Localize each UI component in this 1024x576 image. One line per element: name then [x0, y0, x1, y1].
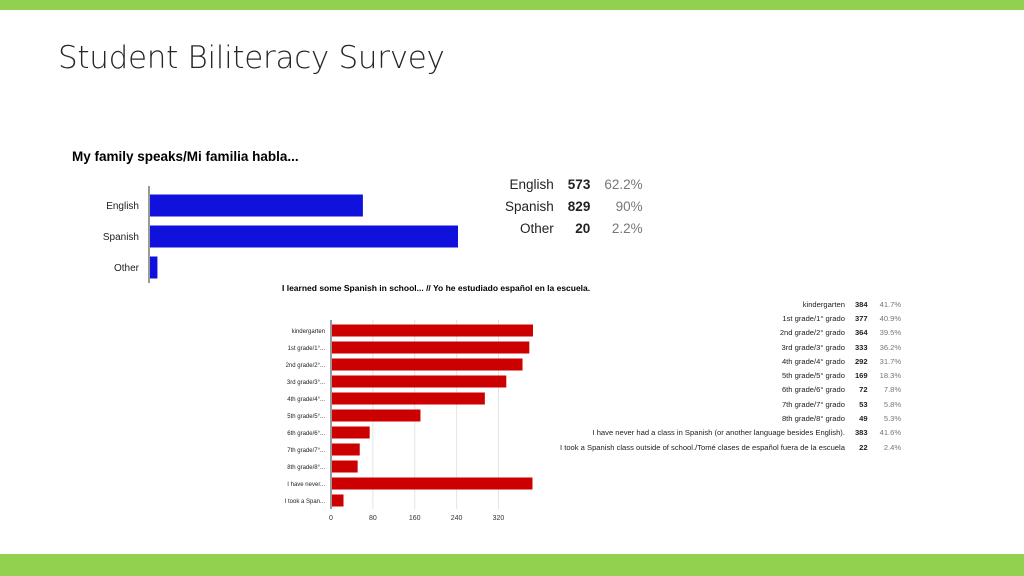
summary2-percent: 41.6% [879, 428, 902, 438]
chart1-category-label: Spanish [103, 232, 139, 243]
chart2-category-label: I have never... [287, 482, 325, 488]
summary1-count: 573 [567, 176, 591, 192]
chart2-bar [332, 426, 370, 439]
summary1-count: 20 [575, 220, 591, 236]
chart2-x-tick-label: 80 [369, 515, 377, 522]
summary2-percent: 2.4% [883, 442, 902, 452]
summary2-row: 4th grade/4° grado 292 31.7% [560, 354, 901, 368]
summary2-row: 7th grade/7° grado 53 5.8% [560, 397, 901, 411]
summary2-row: I took a Spanish class outside of school… [560, 440, 901, 454]
summary2-count: 22 [859, 442, 868, 452]
summary2-count: 333 [854, 342, 868, 352]
chart2-bar [332, 494, 344, 507]
summary1-percent: 90% [615, 198, 643, 214]
summary2-row: I have never had a class in Spanish (or … [560, 426, 901, 440]
chart2-x-tick-label: 320 [493, 515, 505, 522]
summary1-row: Spanish 829 90% [505, 195, 643, 217]
top-accent-band [0, 0, 1024, 10]
summary2-label: I have never had a class in Spanish (or … [592, 428, 845, 438]
chart2-category-label: I took a Span... [285, 499, 326, 505]
summary2-percent: 5.8% [883, 399, 902, 409]
chart2-category-label: 1st grade/1°... [288, 346, 326, 352]
summary2-row: 2nd grade/2° grado 364 39.5% [560, 326, 901, 340]
summary2-count: 364 [854, 328, 868, 338]
chart2-bar [332, 341, 530, 354]
chart2-category-label: 6th grade/6°... [287, 431, 325, 437]
summary2-count: 49 [859, 414, 868, 424]
summary2-row: 6th grade/6° grado 72 7.8% [560, 383, 901, 397]
slide-title: Student Biliteracy Survey [58, 40, 445, 76]
chart1-bar [150, 194, 363, 217]
chart2-bar [332, 392, 485, 405]
summary2-count: 72 [859, 385, 868, 395]
summary2-row: 8th grade/8° grado 49 5.3% [560, 411, 901, 425]
summary2-label: 5th grade/5° grado [781, 371, 845, 381]
chart2-bar [332, 460, 358, 473]
summary1-row: English 573 62.2% [505, 173, 643, 195]
chart2-category-label: 5th grade/5°... [287, 414, 325, 420]
chart1-category-label: English [106, 201, 139, 212]
summary2-percent: 31.7% [879, 356, 902, 366]
chart1-bar [150, 256, 158, 279]
summary1-row: Other 20 2.2% [505, 217, 643, 239]
chart2-x-tick-label: 160 [409, 515, 421, 522]
summary2-percent: 40.9% [879, 313, 902, 323]
chart2-bar [332, 443, 360, 456]
summary1-count: 829 [567, 198, 591, 214]
summary2-percent: 39.5% [879, 328, 902, 338]
chart2-x-tick-label: 240 [451, 515, 463, 522]
summary1-label: English [509, 176, 554, 192]
chart1-category-label: Other [114, 263, 140, 274]
summary2-row: 1st grade/1° grado 377 40.9% [560, 311, 901, 325]
summary2-label: 8th grade/8° grado [781, 414, 845, 424]
summary2-count: 292 [854, 356, 868, 366]
summary2-label: kindergarten [802, 299, 845, 309]
chart2-category-label: 4th grade/4°... [287, 397, 325, 403]
summary2-row: 3rd grade/3° grado 333 36.2% [560, 340, 902, 354]
summary1-label: Spanish [505, 198, 554, 214]
summary2-percent: 7.8% [883, 385, 902, 395]
spanish-school-summary-table: kindergarten 384 41.7% 1st grade/1° grado 37… [560, 297, 901, 454]
summary2-label: 1st grade/1° grado [782, 313, 845, 323]
summary2-count: 377 [854, 313, 868, 323]
bottom-accent-band [0, 554, 1024, 576]
chart2-category-label: 3rd grade/3°... [287, 380, 325, 386]
summary2-row: 5th grade/5° grado 169 18.3% [560, 368, 901, 382]
summary2-label: 6th grade/6° grado [781, 385, 845, 395]
summary2-row: kindergarten 384 41.7% [560, 297, 901, 311]
summary2-label: I took a Spanish class outside of school… [560, 442, 845, 452]
chart2-bar [332, 358, 523, 371]
summary2-label: 7th grade/7° grado [781, 399, 845, 409]
chart2-category-label: 2nd grade/2°... [286, 363, 326, 369]
summary1-label: Other [520, 220, 554, 236]
chart2-bar [332, 375, 507, 388]
family-language-chart-title: My family speaks/Mi familia habla... [72, 149, 299, 164]
chart2-bar [332, 477, 533, 490]
chart2-category-label: 7th grade/7°... [287, 448, 325, 454]
spanish-school-chart-title: I learned some Spanish in school... // Y… [282, 283, 591, 293]
summary2-count: 383 [854, 428, 868, 438]
summary2-label: 2nd grade/2° grado [779, 328, 845, 338]
chart2-category-label: kindergarten [292, 329, 325, 335]
summary2-count: 169 [854, 371, 868, 381]
chart2-category-label: 8th grade/8°... [287, 465, 325, 471]
summary1-percent: 62.2% [604, 176, 643, 192]
summary2-percent: 5.3% [883, 414, 902, 424]
chart2-bar [332, 324, 533, 337]
family-language-summary-table: English 573 62.2% Spanish 829 90% Other 20 2.2% [505, 173, 643, 239]
summary2-count: 384 [854, 299, 868, 309]
summary2-label: 4th grade/4° grado [781, 356, 845, 366]
summary2-label: 3rd grade/3° grado [781, 342, 845, 352]
chart1-bar [150, 225, 458, 248]
summary1-percent: 2.2% [611, 220, 643, 236]
summary2-count: 53 [859, 399, 868, 409]
summary2-percent: 18.3% [879, 371, 902, 381]
chart2-bar [332, 409, 421, 422]
summary2-percent: 41.7% [879, 299, 902, 309]
summary2-percent: 36.2% [879, 342, 902, 352]
chart2-x-tick-label: 0 [329, 515, 333, 522]
